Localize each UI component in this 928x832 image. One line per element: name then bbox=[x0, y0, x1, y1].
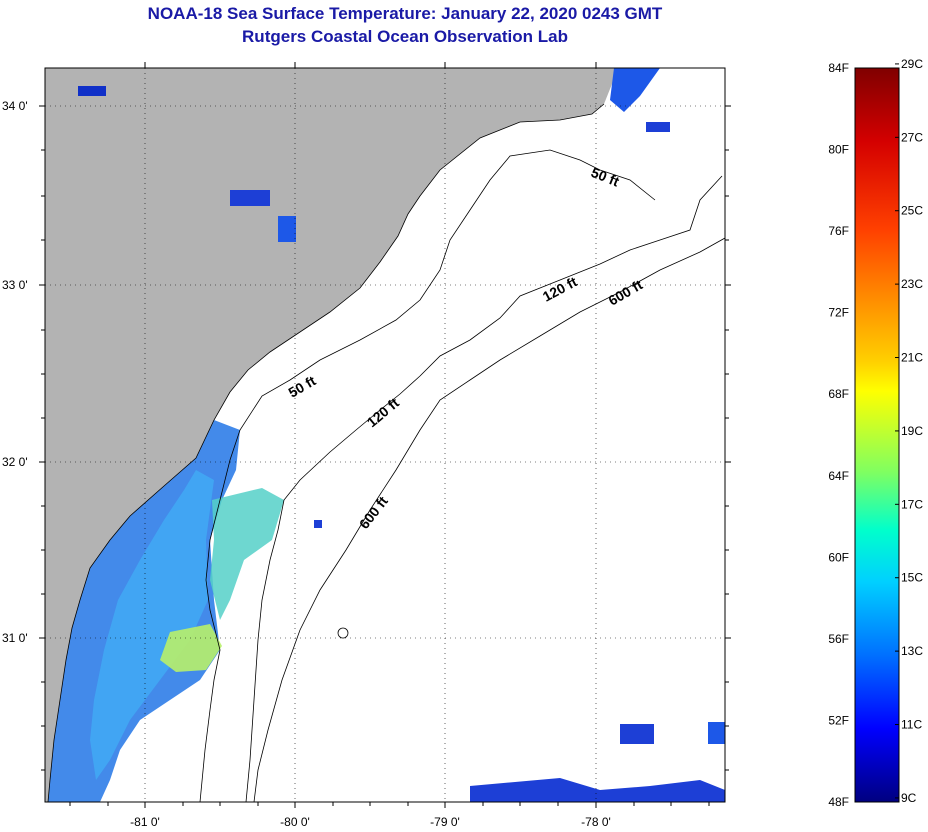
lat-label: 31 0' bbox=[2, 631, 28, 645]
lon-label: -79 0' bbox=[430, 815, 460, 829]
colorbar-label-f: 52F bbox=[828, 713, 849, 727]
colorbar-labels-f: 84F 80F 76F 72F 68F 64F 60F 56F 52F 48F bbox=[828, 61, 849, 809]
sst-patch bbox=[610, 68, 660, 112]
colorbar-label-f: 60F bbox=[828, 550, 849, 564]
sst-patch bbox=[646, 122, 670, 132]
lon-label: -80 0' bbox=[280, 815, 310, 829]
colorbar-labels-c: 29C 27C 25C 23C 21C 19C 17C 15C 13C 11C 9C bbox=[901, 57, 923, 805]
colorbar-label-c: 9C bbox=[901, 791, 917, 805]
colorbar-label-c: 27C bbox=[901, 130, 923, 144]
colorbar-label-c: 15C bbox=[901, 571, 923, 585]
colorbar-label-c: 25C bbox=[901, 204, 923, 218]
lat-label: 34 0' bbox=[2, 99, 28, 113]
lon-tick-marks bbox=[69, 62, 710, 808]
colorbar-label-f: 72F bbox=[828, 306, 849, 320]
coastline bbox=[47, 103, 605, 802]
colorbar-label-c: 21C bbox=[901, 351, 923, 365]
sst-patch bbox=[620, 724, 654, 744]
sst-patch bbox=[230, 190, 270, 206]
sst-patch bbox=[78, 86, 106, 96]
isobath-ring bbox=[337, 627, 349, 639]
lon-label: -78 0' bbox=[581, 815, 611, 829]
isobath-120ft bbox=[245, 175, 723, 802]
colorbar: 84F 80F 76F 72F 68F 64F 60F 56F 52F 48F 29C 27C 25C… bbox=[828, 57, 923, 809]
colorbar-label-c: 29C bbox=[901, 57, 923, 71]
lat-tick-marks bbox=[39, 105, 731, 771]
colorbar-label-c: 17C bbox=[901, 497, 923, 511]
sst-patch bbox=[278, 216, 296, 242]
colorbar-label-c: 19C bbox=[901, 424, 923, 438]
sst-patch bbox=[470, 778, 725, 802]
sst-mid-patch bbox=[210, 488, 284, 620]
land-area bbox=[45, 68, 618, 802]
sst-patch bbox=[314, 520, 322, 528]
sst-patch bbox=[708, 722, 725, 744]
map-subtitle: Rutgers Coastal Ocean Observation Lab bbox=[242, 27, 568, 46]
colorbar-label-f: 56F bbox=[828, 632, 849, 646]
colorbar-label-f: 76F bbox=[828, 224, 849, 238]
colorbar-ticks bbox=[895, 63, 899, 799]
colorbar-label-f: 84F bbox=[828, 61, 849, 75]
colorbar-label-c: 23C bbox=[901, 277, 923, 291]
colorbar-gradient bbox=[854, 67, 900, 803]
colorbar-label-f: 48F bbox=[828, 795, 849, 809]
lat-label: 33 0' bbox=[2, 278, 28, 292]
sst-inner-band bbox=[90, 470, 214, 780]
lon-label: -81 0' bbox=[130, 815, 160, 829]
isobath-600ft bbox=[253, 237, 725, 802]
map-grid bbox=[45, 68, 725, 802]
sst-warm-patch bbox=[160, 624, 222, 672]
map-frame bbox=[44, 67, 726, 803]
colorbar-label-c: 11C bbox=[901, 718, 922, 732]
lat-label: 32 0' bbox=[2, 455, 28, 469]
isobath-50ft bbox=[199, 149, 656, 802]
colorbar-label-f: 64F bbox=[828, 469, 849, 483]
map-title: NOAA-18 Sea Surface Temperature: January… bbox=[147, 4, 663, 23]
colorbar-label-f: 80F bbox=[828, 143, 849, 157]
colorbar-label-c: 13C bbox=[901, 644, 923, 658]
colorbar-label-f: 68F bbox=[828, 387, 849, 401]
